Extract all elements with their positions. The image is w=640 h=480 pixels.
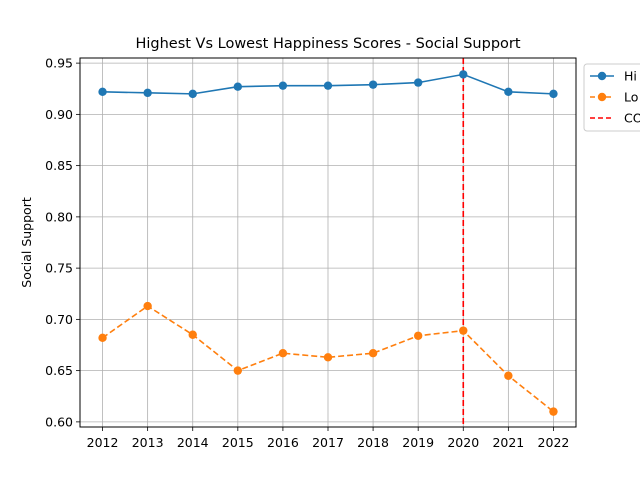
data-point — [549, 89, 558, 99]
data-point — [504, 87, 513, 97]
legend-label: Lo — [624, 90, 638, 105]
legend-label: Hi — [624, 69, 637, 84]
y-axis: 0.60 0.65 0.70 0.75 0.80 0.85 0.90 0.95 — [45, 56, 80, 429]
x-tick-label: 2021 — [492, 435, 524, 450]
series-2 — [98, 301, 558, 416]
grid — [80, 58, 576, 427]
x-tick-label: 2013 — [132, 435, 164, 450]
data-point — [278, 349, 288, 358]
x-tick-label: 2015 — [222, 435, 254, 450]
y-tick-label: 0.95 — [45, 56, 73, 71]
y-tick-label: 0.80 — [45, 209, 73, 224]
data-point — [188, 330, 197, 339]
data-point — [233, 366, 243, 375]
x-tick-label: 2017 — [312, 435, 344, 450]
legend-swatch-marker — [597, 71, 607, 81]
x-tick-label: 2022 — [538, 435, 570, 450]
x-tick-label: 2012 — [87, 435, 119, 450]
data-point — [188, 89, 197, 99]
legend: Hi Lo CO — [583, 63, 640, 132]
x-tick-label: 2020 — [447, 435, 479, 450]
data-point — [143, 301, 152, 311]
data-point — [368, 80, 378, 89]
data-point — [143, 88, 152, 98]
x-tick-label: 2014 — [177, 435, 209, 450]
legend-label: CO — [624, 111, 640, 126]
data-point — [368, 349, 378, 358]
data-point — [459, 326, 468, 335]
series-group — [98, 70, 558, 416]
series-line — [102, 305, 554, 413]
y-tick-label: 0.60 — [45, 414, 73, 429]
data-point — [323, 81, 333, 90]
series-1 — [98, 70, 558, 99]
x-tick-label: 2016 — [267, 435, 299, 450]
data-point — [413, 331, 423, 340]
data-point — [98, 333, 107, 343]
y-tick-label: 0.70 — [45, 312, 73, 327]
data-point — [278, 81, 288, 90]
data-point — [233, 82, 243, 91]
y-tick-label: 0.85 — [45, 158, 73, 173]
y-tick-label: 0.65 — [45, 363, 73, 378]
legend-box — [583, 63, 640, 132]
y-tick-label: 0.90 — [45, 107, 73, 122]
data-point — [504, 371, 513, 380]
x-axis: 2012 2013 2014 2015 2016 2017 2018 2019 2020 2021… — [87, 427, 570, 450]
data-point — [413, 78, 423, 87]
legend-swatch-marker — [597, 92, 607, 102]
y-axis-label: Social Support — [19, 197, 34, 288]
data-point — [549, 407, 558, 416]
y-tick-label: 0.75 — [45, 261, 73, 276]
data-point — [459, 70, 468, 79]
chart-title: Highest Vs Lowest Happiness Scores - Soc… — [135, 36, 520, 52]
data-point — [98, 87, 107, 97]
data-point — [323, 353, 333, 362]
x-tick-label: 2019 — [402, 435, 434, 450]
x-tick-label: 2018 — [357, 435, 389, 450]
